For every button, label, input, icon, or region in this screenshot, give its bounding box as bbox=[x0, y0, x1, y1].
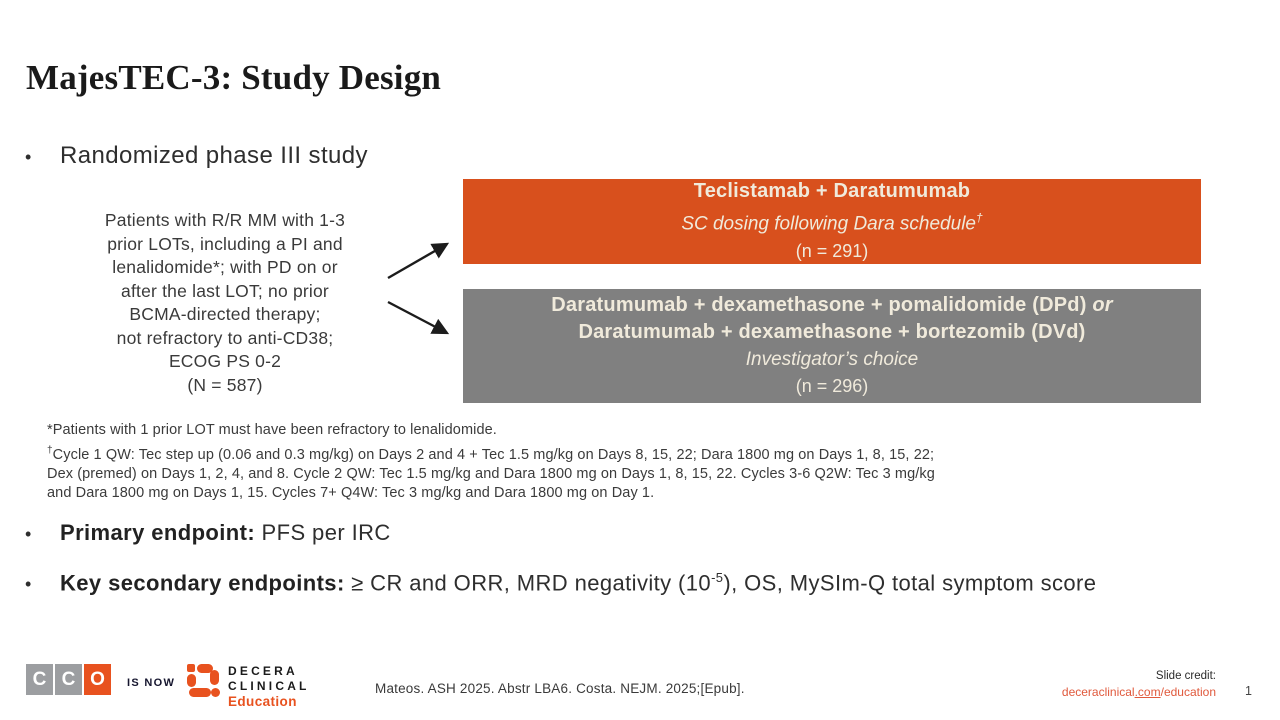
decera-word: DECERA bbox=[228, 664, 298, 678]
arm1-regimen: Teclistamab + Daratumumab bbox=[693, 180, 971, 203]
footnote-line: †Cycle 1 QW: Tec step up (0.06 and 0.3 m… bbox=[47, 444, 935, 463]
study-design-text: Randomized phase III study bbox=[60, 142, 368, 169]
arm-teclistamab-daratumumab: Teclistamab + Daratumumab SC dosing foll… bbox=[463, 179, 1201, 264]
patient-line: after the last LOT; no prior bbox=[121, 280, 329, 301]
dagger-icon: † bbox=[47, 444, 53, 456]
cco-logo-square-2: C bbox=[55, 664, 82, 695]
patient-line: prior LOTs, including a PI and bbox=[107, 233, 343, 254]
bullet-secondary-endpoints: • Key secondary endpoints: ≥ CR and ORR,… bbox=[25, 570, 1096, 598]
cco-logo-square-3: O bbox=[84, 664, 111, 695]
slide-credit: Slide credit: deceraclinical.com/educati… bbox=[1030, 670, 1216, 699]
patient-line: ECOG PS 0-2 bbox=[168, 351, 282, 371]
arm-investigator-choice: Daratumumab + dexamethasone + pomalidomi… bbox=[463, 289, 1201, 403]
cco-logo: C C O bbox=[26, 664, 111, 695]
clinical-word: CLINICAL bbox=[228, 679, 310, 693]
decera-logo-text: DECERA CLINICAL Education bbox=[228, 665, 310, 709]
patient-line: Patients with R/R MM with 1-3 bbox=[104, 210, 346, 230]
page-number: 1 bbox=[1245, 684, 1252, 698]
dagger-icon: † bbox=[975, 211, 983, 226]
page-title: MajesTEC-3: Study Design bbox=[26, 58, 442, 97]
arm1-dosing: SC dosing following Dara schedule† bbox=[681, 211, 983, 235]
primary-endpoint-text: Primary endpoint: PFS per IRC bbox=[60, 520, 391, 545]
bullet-primary-endpoint: • Primary endpoint: PFS per IRC bbox=[25, 520, 391, 548]
decera-logo-icon bbox=[187, 664, 220, 697]
education-word: Education bbox=[228, 694, 297, 709]
patient-line: lenalidomide*; with PD on or bbox=[112, 257, 338, 277]
footnote-line: Dex (premed) on Days 1, 2, 4, and 8. Cyc… bbox=[47, 465, 935, 482]
arm2-regimen-1: Daratumumab + dexamethasone + pomalidomi… bbox=[551, 294, 1113, 316]
arm2-regimen-2: Daratumumab + dexamethasone + bortezomib… bbox=[578, 321, 1086, 343]
footnotes: *Patients with 1 prior LOT must have bee… bbox=[47, 421, 935, 504]
arm2-choice: Investigator’s choice bbox=[745, 349, 919, 370]
is-now-label: IS NOW bbox=[127, 677, 176, 689]
slide-credit-label: Slide credit: bbox=[1155, 670, 1216, 682]
bullet-icon: • bbox=[25, 524, 32, 544]
cco-logo-square-1: C bbox=[26, 664, 53, 695]
footnote-line: and Dara 1800 mg on Days 1, 15. Cycles 7… bbox=[47, 485, 655, 502]
bullet-icon: • bbox=[25, 574, 32, 594]
arm1-n: (n = 291) bbox=[795, 240, 869, 261]
bullet-icon: • bbox=[25, 147, 32, 167]
randomization-arrows-icon bbox=[387, 242, 450, 335]
secondary-endpoints-text: Key secondary endpoints: ≥ CR and ORR, M… bbox=[60, 570, 1097, 596]
patient-criteria-text: Patients with R/R MM with 1-3 prior LOTs… bbox=[60, 209, 390, 397]
patient-line: not refractory to anti-CD38; bbox=[116, 327, 334, 348]
patient-line: BCMA-directed therapy; bbox=[129, 304, 321, 324]
patient-line: (N = 587) bbox=[187, 374, 263, 395]
footnote-line: *Patients with 1 prior LOT must have bee… bbox=[47, 422, 497, 438]
bullet-study-design: • Randomized phase III study bbox=[25, 142, 368, 172]
slide-credit-link[interactable]: deceraclinical.com/education bbox=[1061, 685, 1216, 699]
arm2-n: (n = 296) bbox=[795, 376, 869, 396]
citation: Mateos. ASH 2025. Abstr LBA6. Costa. NEJ… bbox=[375, 681, 745, 696]
